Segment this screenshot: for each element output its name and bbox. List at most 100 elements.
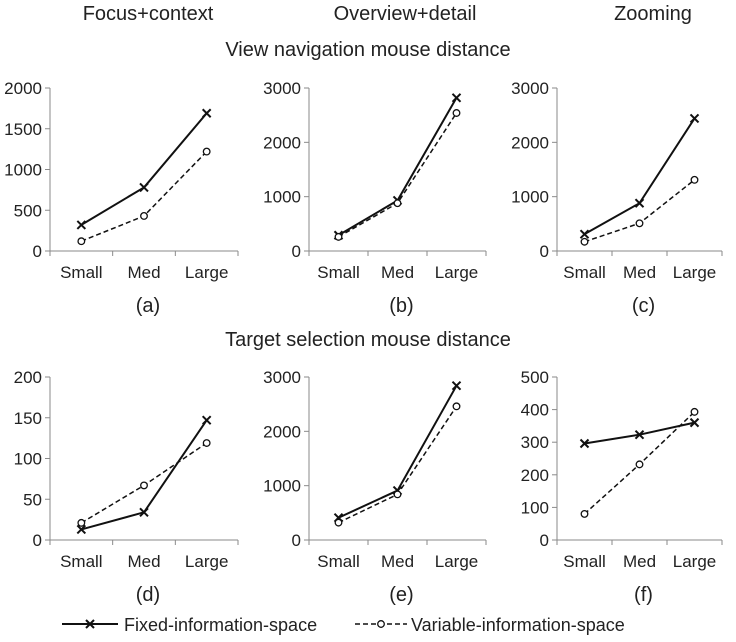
y-tick-label: 0: [540, 531, 549, 550]
x-tick-label: Large: [435, 552, 478, 571]
column-title-focus-context: Focus+context: [83, 3, 214, 25]
x-tick-label: Med: [623, 552, 656, 571]
panel-label: (c): [632, 295, 655, 317]
y-tick-label: 500: [14, 201, 42, 220]
y-tick-label: 0: [292, 531, 301, 550]
y-tick-label: 200: [14, 368, 42, 387]
point-fixed: [689, 417, 700, 428]
point-fixed-stroke: [76, 220, 87, 230]
x-tick-label: Large: [673, 552, 716, 571]
x-tick-label: Small: [317, 263, 360, 282]
point-variable: [452, 402, 461, 411]
legend-variable-marker: [377, 620, 385, 628]
y-tick-label: 3000: [263, 79, 301, 98]
y-tick-label: 2000: [4, 79, 42, 98]
point-fixed-stroke: [201, 415, 212, 425]
y-tick-label: 400: [521, 401, 549, 420]
point-variable: [334, 518, 343, 527]
point-fixed-stroke: [76, 524, 87, 535]
series-fixed-line: [584, 421, 695, 445]
x-tick-label: Large: [185, 263, 228, 282]
point-fixed: [76, 524, 87, 535]
point-fixed: [139, 507, 149, 517]
row-title-target-selection: Target selection mouse distance: [225, 329, 511, 351]
point-variable: [334, 232, 343, 241]
point-fixed: [451, 93, 462, 103]
chart-panel: 0 50 100 150 200 Small Med Large (d): [14, 368, 239, 606]
point-fixed: [201, 415, 212, 425]
series-variable-line: [81, 151, 208, 242]
series-variable-line: [584, 179, 695, 243]
point-fixed: [201, 108, 212, 118]
series-variable-line: [338, 112, 458, 238]
x-tick-label: Med: [381, 552, 414, 571]
y-tick-label: 3000: [511, 79, 549, 98]
point-fixed-stroke: [139, 182, 149, 193]
x-tick-label: Large: [185, 552, 228, 571]
legend: Fixed-information-space Variable-informa…: [62, 615, 625, 635]
point-variable: [580, 509, 589, 518]
point-fixed: [139, 182, 149, 193]
x-tick-label: Small: [317, 552, 360, 571]
column-title-zooming: Zooming: [614, 3, 692, 25]
point-variable: [140, 481, 148, 490]
chart-panel: 0 1000 2000 3000 Small Med Large (e): [263, 368, 487, 606]
y-tick-label: 3000: [263, 368, 301, 387]
y-tick-label: 100: [14, 450, 42, 469]
y-tick-label: 0: [33, 531, 42, 550]
legend-fixed-label: Fixed-information-space: [124, 615, 317, 635]
y-tick-label: 1500: [4, 120, 42, 139]
point-variable: [635, 460, 644, 469]
point-variable: [635, 219, 644, 228]
y-tick-label: 500: [521, 368, 549, 387]
series-fixed-line: [584, 117, 696, 236]
y-tick-label: 2000: [263, 133, 301, 152]
y-tick-label: 2000: [511, 133, 549, 152]
point-fixed: [76, 220, 87, 230]
panel-label: (d): [136, 584, 160, 606]
point-fixed-stroke: [139, 507, 149, 517]
point-fixed-stroke: [634, 198, 645, 208]
y-tick-label: 100: [521, 498, 549, 517]
point-variable: [140, 212, 148, 220]
y-tick-label: 1000: [263, 477, 301, 496]
series-fixed-line: [80, 112, 208, 226]
x-tick-label: Small: [60, 552, 103, 571]
chart-panel: 0 1000 2000 3000 Small Med Large (b): [263, 79, 487, 317]
point-fixed: [451, 380, 462, 391]
x-tick-label: Large: [435, 263, 478, 282]
point-fixed: [634, 198, 645, 208]
y-tick-label: 1000: [263, 188, 301, 207]
x-tick-label: Large: [673, 263, 716, 282]
chart-panel: 0 500 1000 1500 2000 Small Med Large (a): [4, 79, 239, 317]
point-fixed: [579, 229, 590, 239]
point-fixed: [634, 429, 645, 440]
point-fixed: [689, 113, 700, 124]
x-tick-label: Small: [563, 552, 606, 571]
legend-variable-label: Variable-information-space: [411, 615, 625, 635]
point-fixed-stroke: [689, 417, 700, 428]
point-fixed: [579, 438, 590, 449]
point-variable: [393, 199, 402, 208]
row-title-view-navigation: View navigation mouse distance: [225, 39, 510, 61]
y-tick-label: 1000: [4, 161, 42, 180]
legend-fixed-marker: [85, 619, 95, 629]
x-tick-label: Med: [127, 552, 160, 571]
y-tick-label: 150: [14, 409, 42, 428]
point-fixed-stroke: [579, 229, 590, 239]
chart-panel: 0 100 200 300 400 500 Small Med Large (f): [521, 368, 723, 606]
chart-panel: 0 1000 2000 3000 Small Med Large (c): [511, 79, 723, 317]
panel-label: (b): [389, 295, 413, 317]
point-fixed-stroke: [579, 438, 590, 449]
point-variable: [77, 237, 86, 246]
point-fixed-stroke: [201, 108, 212, 118]
point-variable: [580, 237, 589, 246]
series-fixed-line: [337, 97, 458, 237]
point-variable: [690, 175, 699, 184]
y-tick-label: 200: [521, 466, 549, 485]
y-tick-label: 0: [33, 242, 42, 261]
x-tick-label: Med: [381, 263, 414, 282]
point-fixed-stroke: [451, 93, 462, 103]
column-title-overview-detail: Overview+detail: [334, 3, 477, 25]
panel-label: (f): [634, 584, 653, 606]
